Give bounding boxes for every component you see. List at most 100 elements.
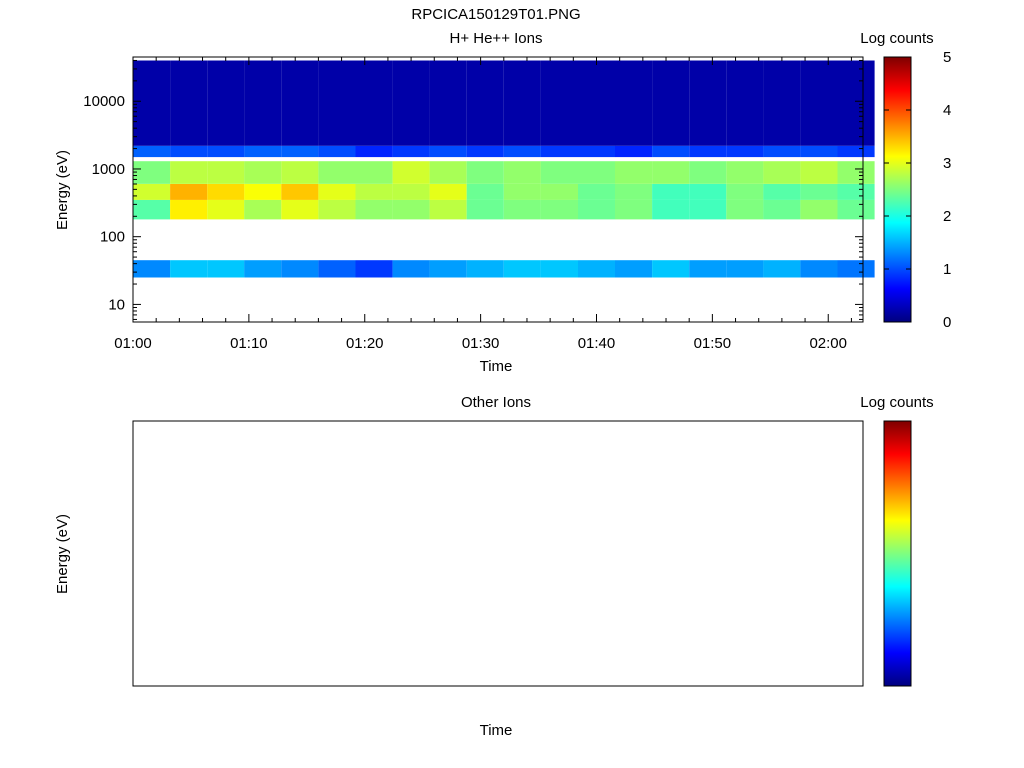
heatmap-cell <box>800 199 838 220</box>
heatmap-cell <box>503 145 541 158</box>
heatmap-cell <box>726 145 764 158</box>
colorbar <box>883 420 912 687</box>
heatmap-cell <box>170 145 208 158</box>
y-axis-label: Energy (eV) <box>54 150 71 230</box>
heatmap-cell <box>318 60 356 146</box>
heatmap-cell <box>837 145 875 158</box>
heatmap-cell <box>689 260 727 278</box>
heatmap-cell <box>652 145 690 158</box>
colorbar-tick-label: 0 <box>943 314 951 331</box>
heatmap-cell <box>726 199 764 220</box>
colorbar-tick-label: 3 <box>943 155 951 172</box>
heatmap-cell <box>578 199 616 220</box>
heatmap-cell <box>763 260 801 278</box>
heatmap-cell <box>652 260 690 278</box>
y-tick-label: 1000 <box>92 161 125 178</box>
heatmap-cell <box>170 184 208 200</box>
heatmap-cell <box>466 184 504 200</box>
heatmap-cell <box>800 145 838 158</box>
heatmap-cell <box>133 60 171 146</box>
heatmap-cell <box>652 199 690 220</box>
heatmap-cell <box>207 184 245 200</box>
heatmap-cell <box>540 184 578 200</box>
heatmap-cell <box>763 199 801 220</box>
heatmap-cell <box>355 199 393 220</box>
heatmap-cell <box>837 184 875 200</box>
heatmap-cell <box>726 260 764 278</box>
heatmap-cell <box>578 184 616 200</box>
x-axis: 01:00 01:10 01:20 01:30 01:40 01:50 02:00 <box>114 57 852 352</box>
colorbar-tick-label: 5 <box>943 49 951 66</box>
heatmap-cell <box>133 184 171 200</box>
heatmap-cell <box>615 60 653 146</box>
heatmap-cell <box>318 184 356 200</box>
heatmap-cell <box>207 260 245 278</box>
heatmap-cell <box>392 60 430 146</box>
heatmap-cell <box>763 161 801 184</box>
heatmap-cell <box>207 60 245 146</box>
heatmap-cell <box>652 60 690 146</box>
heatmap-cell <box>726 184 764 200</box>
heatmap-cell <box>281 161 319 184</box>
x-tick-label: 01:10 <box>230 335 268 352</box>
heatmap-cell <box>652 184 690 200</box>
heatmap-cell <box>355 184 393 200</box>
heatmap-cell <box>281 260 319 278</box>
heatmap-cell <box>540 260 578 278</box>
heatmap-cell <box>503 161 541 184</box>
colorbar-tick-label: 2 <box>943 208 951 225</box>
heatmap-cell <box>170 260 208 278</box>
heatmap-cell <box>281 199 319 220</box>
panel-title: H+ He++ Ions <box>450 30 543 47</box>
heatmap-cell <box>318 199 356 220</box>
heatmap-cell <box>689 184 727 200</box>
y-tick-label: 100 <box>100 229 125 246</box>
colorbar-label: Log counts <box>860 394 933 411</box>
colorbar-ticks: 0 1 2 3 4 5 <box>884 49 951 331</box>
heatmap-cell <box>466 145 504 158</box>
plot-frame <box>132 420 864 687</box>
y-axis: 10 100 1000 10000 <box>83 59 863 320</box>
heatmap-cell <box>615 184 653 200</box>
heatmap-cell <box>281 60 319 146</box>
x-tick-label: 01:30 <box>462 335 500 352</box>
heatmap-cell <box>466 260 504 278</box>
heatmap-cell <box>540 60 578 146</box>
x-tick-label: 01:50 <box>694 335 732 352</box>
heatmap-cell <box>318 145 356 158</box>
heatmap-cell <box>207 145 245 158</box>
heatmap-cell <box>281 184 319 200</box>
heatmap-cell <box>503 199 541 220</box>
heatmap-cell <box>615 199 653 220</box>
heatmap-cell <box>578 60 616 146</box>
heatmap-cell <box>800 60 838 146</box>
heatmap-cell <box>466 60 504 146</box>
heatmap-cell <box>244 145 282 158</box>
colorbar-label: Log counts <box>860 30 933 47</box>
heatmap-cell <box>392 161 430 184</box>
colorbar-tick-label: 1 <box>943 261 951 278</box>
heatmap-cell <box>837 161 875 184</box>
heatmap-cell <box>355 260 393 278</box>
heatmap-cell <box>837 260 875 278</box>
panel-title: Other Ions <box>461 394 531 411</box>
panel-other-ions: Other Ions Time Energy (eV) Log counts <box>54 394 934 739</box>
heatmap-cell <box>355 60 393 146</box>
figure-title: RPCICA150129T01.PNG <box>411 6 580 23</box>
heatmap-cell <box>392 145 430 158</box>
x-tick-label: 01:40 <box>578 335 616 352</box>
heatmap-cell <box>133 260 171 278</box>
heatmap-cell <box>503 184 541 200</box>
heatmap-cell <box>429 260 467 278</box>
heatmap-cell <box>318 260 356 278</box>
heatmap-cell <box>244 199 282 220</box>
heatmap-cell <box>800 184 838 200</box>
heatmap-cell <box>763 184 801 200</box>
heatmap-cell <box>726 161 764 184</box>
heatmap-cell <box>429 161 467 184</box>
heatmap-cell <box>207 199 245 220</box>
heatmap-cell <box>800 260 838 278</box>
heatmap-cell <box>133 145 171 158</box>
